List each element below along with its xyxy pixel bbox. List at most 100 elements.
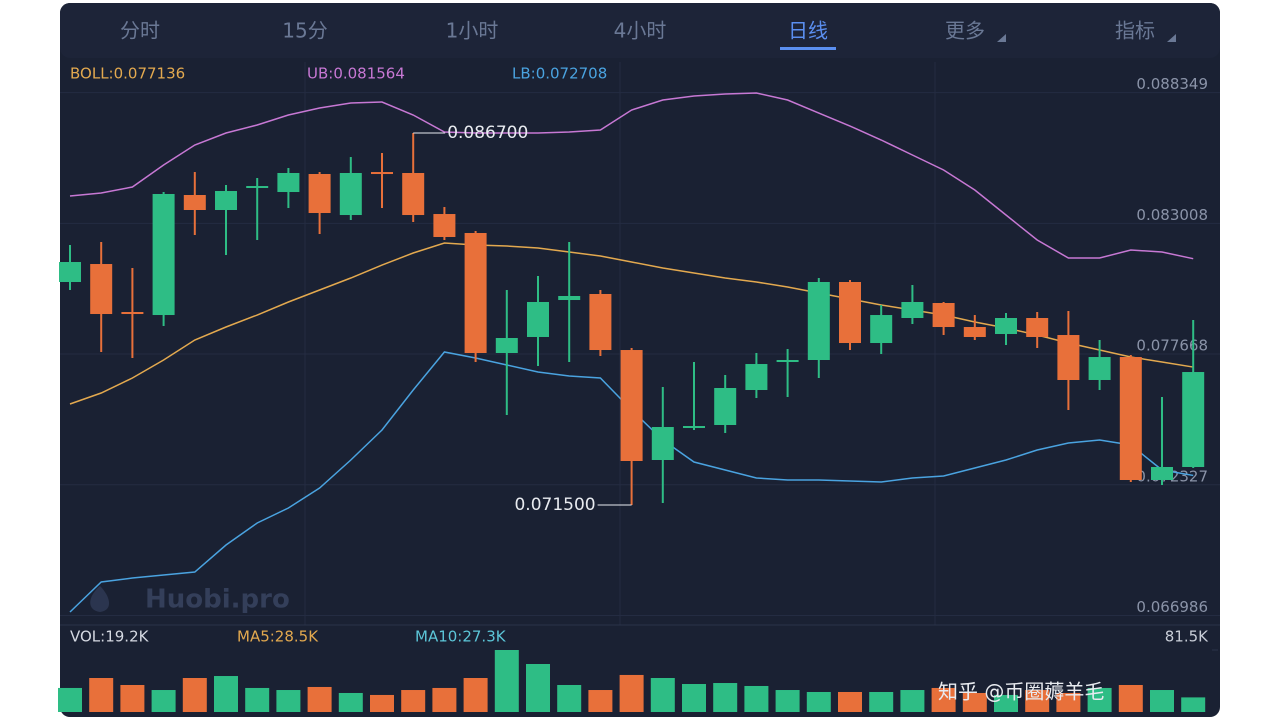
tab[interactable]: 日线 (788, 19, 828, 43)
candle-body (839, 282, 861, 344)
volume-bar (214, 676, 238, 712)
volume-bar (1118, 684, 1143, 712)
volume-bar (58, 687, 82, 712)
volume-bar (276, 690, 301, 712)
candle-body (402, 172, 425, 216)
candle-body (776, 359, 799, 363)
volume-bar (650, 677, 675, 712)
candle-body (433, 214, 456, 237)
volume-bar (120, 684, 145, 712)
volume-bar (775, 690, 800, 712)
volume-bar (869, 691, 894, 712)
candle-body (1151, 466, 1173, 480)
candle-body (714, 387, 737, 426)
watermark-logo (90, 586, 110, 612)
candle-body (308, 173, 331, 214)
dropdown-arrow (997, 34, 1006, 42)
volume-bar (962, 692, 987, 712)
volume-bar (463, 677, 488, 712)
high-annotation: 0.086700 (447, 123, 528, 143)
volume-bar (744, 685, 769, 712)
candle-body (901, 301, 924, 319)
low-annotation: 0.071500 (514, 495, 595, 515)
tab[interactable]: 15分 (282, 19, 327, 43)
candle-body (121, 312, 144, 315)
volume-bar (494, 650, 519, 712)
volume-bar (900, 690, 925, 712)
volume-bar (1025, 690, 1050, 712)
tab[interactable]: 1小时 (446, 19, 499, 43)
candle-body (90, 264, 113, 315)
candle-body (963, 327, 986, 337)
volume-tick-label: 81.5K (1165, 628, 1209, 646)
candle-body (807, 282, 830, 360)
candle-body (152, 193, 175, 316)
tab-bar (60, 3, 1220, 58)
candle-body (558, 296, 581, 301)
candle-body (339, 172, 362, 216)
candle-body (59, 262, 81, 283)
plot: 0.0883490.0830080.0776680.0723270.066986… (58, 65, 1220, 712)
candle-body (183, 194, 206, 211)
volume-bar (401, 690, 426, 712)
volume-bar (338, 692, 363, 712)
volume-bar (806, 691, 831, 712)
candle-body (246, 186, 269, 189)
candle-body (589, 293, 612, 351)
volume-bar (1056, 692, 1081, 712)
y-tick-label: 0.077668 (1136, 337, 1208, 355)
tab[interactable]: 4小时 (614, 19, 667, 43)
volume-bar (151, 690, 176, 712)
dropdown-arrow (1167, 34, 1176, 42)
volume-bar (370, 694, 394, 712)
volume-bar (89, 677, 114, 712)
volume-bar (245, 687, 270, 712)
candle-body (651, 427, 674, 460)
volume-label: VOL:19.2K (70, 628, 150, 646)
volume-bar (931, 687, 956, 712)
volume-bar (713, 683, 738, 712)
indicator-label: LB:0.072708 (512, 65, 607, 83)
candle-body (371, 172, 393, 175)
indicator-label: BOLL:0.077136 (70, 65, 185, 83)
volume-bar (307, 686, 332, 712)
volume-bar (588, 690, 613, 712)
y-tick-label: 0.083008 (1136, 206, 1208, 224)
watermark: Huobi.pro (145, 585, 290, 615)
volume-bar (994, 694, 1018, 712)
candle-body (1182, 372, 1205, 467)
volume-bar (526, 663, 550, 712)
y-tick-label: 0.066986 (1136, 598, 1208, 616)
volume-label: MA5:28.5K (237, 628, 319, 646)
y-tick-label: 0.088349 (1136, 75, 1208, 93)
candle-body (495, 337, 518, 353)
band-line (69, 92, 1194, 260)
candle-body (995, 318, 1017, 335)
candle-body (277, 172, 300, 193)
credit: 知乎 @币圈薅羊毛 (938, 680, 1104, 704)
candle-body (1026, 318, 1049, 337)
volume-bar (838, 691, 862, 712)
volume-bar (557, 684, 582, 712)
tab-underline (780, 47, 836, 50)
candle-body (527, 301, 549, 337)
volume-bar (1087, 687, 1112, 712)
candle-body (1119, 357, 1142, 480)
tab[interactable]: 分时 (120, 19, 160, 43)
volume-bar (619, 674, 644, 712)
volume-bar (182, 677, 207, 712)
tab[interactable]: 指标 (1115, 19, 1155, 43)
volume-bar (432, 687, 457, 712)
tab[interactable]: 更多 (945, 19, 985, 43)
candle-body (464, 233, 487, 353)
volume-bar (1181, 697, 1206, 712)
candle-body (1088, 357, 1111, 380)
tabs: 分时 15分 1小时 4小时 日线 更多 指标 (120, 19, 1176, 50)
candle-body (870, 315, 893, 344)
candle-body (683, 426, 705, 429)
volume-bar (682, 684, 706, 712)
candle-body (1057, 335, 1080, 380)
volume-bar (1150, 690, 1174, 712)
